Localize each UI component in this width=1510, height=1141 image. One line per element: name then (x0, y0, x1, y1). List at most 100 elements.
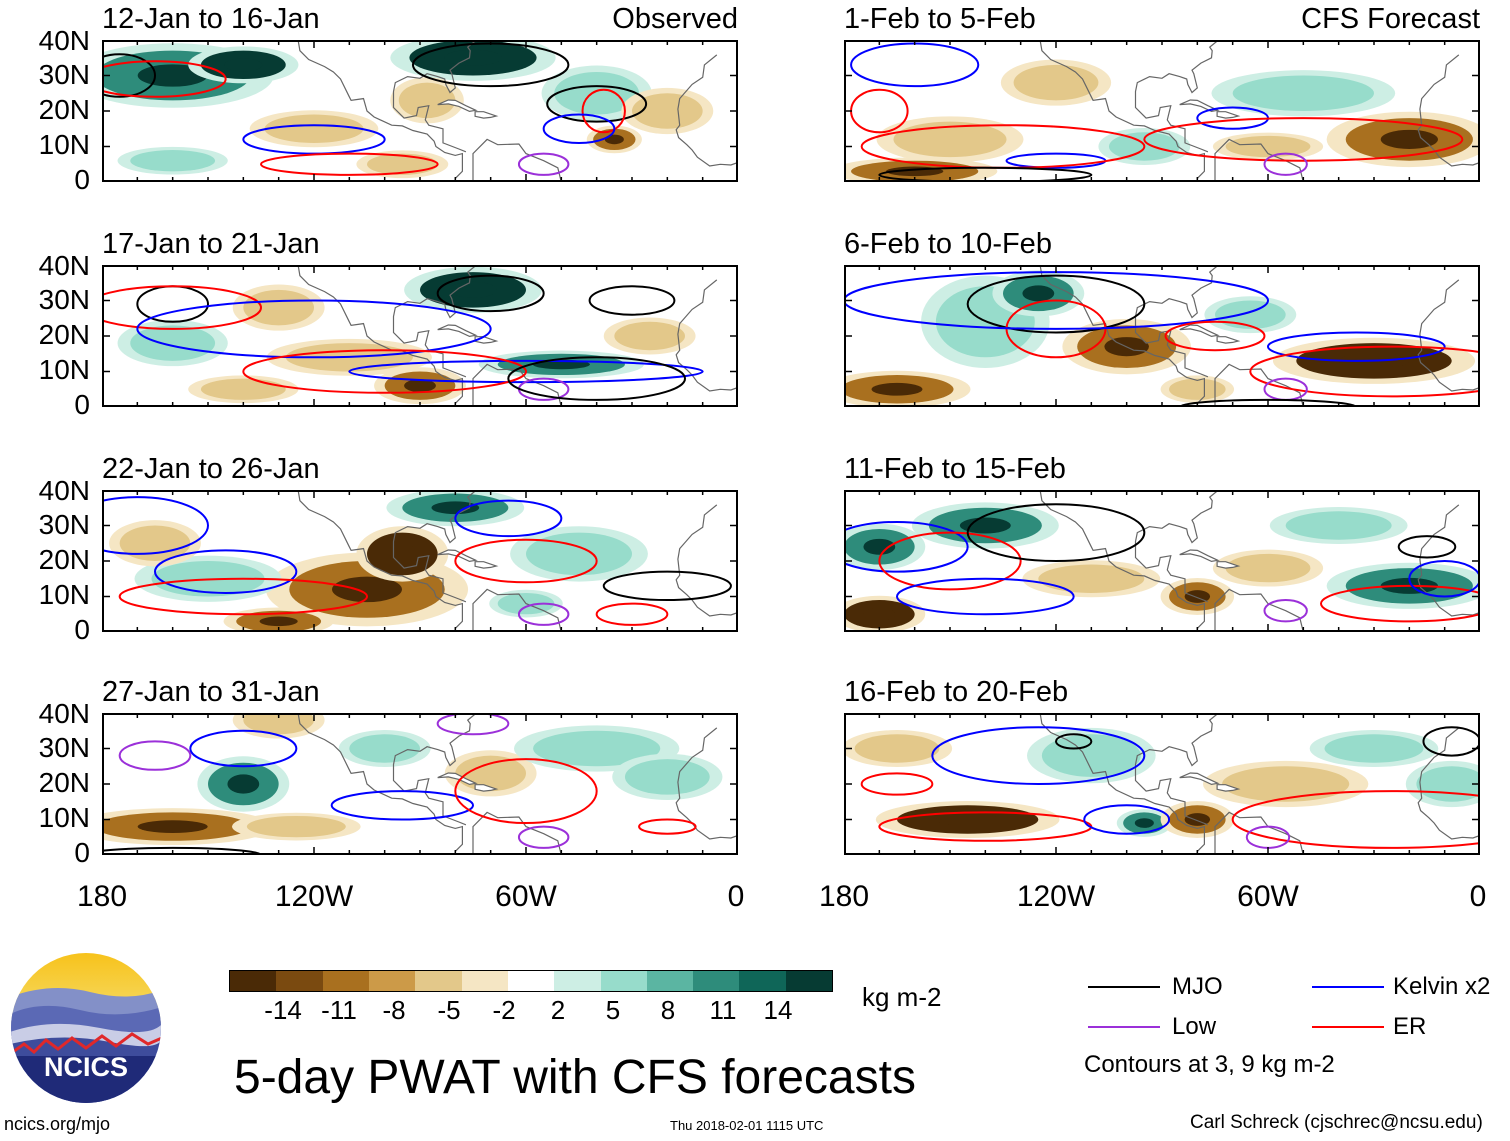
coastlines (297, 713, 738, 855)
colorbar-label: -5 (437, 995, 461, 1025)
contour-kelvin-x2 (330, 790, 475, 821)
anomaly-region (130, 150, 216, 172)
coastline (675, 54, 738, 167)
contour-kelvin-x2 (844, 520, 969, 573)
anomaly-region (624, 759, 710, 795)
panel-title: 17-Jan to 21-Jan (102, 228, 320, 260)
anomaly-region (243, 713, 314, 735)
panel-8: 16-Feb to 20-Feb (844, 676, 1480, 855)
coastline (392, 490, 477, 603)
contour-kelvin-x2 (136, 299, 492, 359)
anomaly-core (1134, 818, 1154, 828)
coastlines (1039, 40, 1480, 182)
colorbar-swatch (739, 971, 786, 991)
legend-line-low (1088, 1026, 1160, 1028)
y-tick-label: 10N (38, 579, 90, 610)
colorbar-swatch (415, 971, 462, 991)
contour-kelvin-x2 (102, 496, 209, 555)
anomaly-core (137, 820, 208, 833)
anomaly-region (1285, 511, 1392, 540)
panel-5: 22-Jan to 26-Jan (102, 453, 738, 632)
contour-er (242, 349, 527, 394)
colorbar-swatch (554, 971, 601, 991)
anomaly-core (332, 576, 402, 603)
colorbar-swatch (461, 971, 508, 991)
coastline (1134, 265, 1219, 378)
y-tick-label: 10N (38, 129, 90, 160)
coastline (1039, 713, 1307, 855)
observed-label: Observed (612, 3, 738, 35)
axis-ticks (102, 490, 738, 632)
contour-mjo (507, 356, 686, 401)
colorbar-label: -11 (321, 995, 357, 1025)
coastline (675, 727, 738, 840)
legend-label-mjo: MJO (1172, 973, 1223, 1000)
contour-er (595, 602, 669, 626)
colorbar-label: 14 (763, 995, 793, 1025)
y-tick-label: 10N (38, 354, 90, 385)
colorbar-swatch (322, 971, 369, 991)
wave-contours (844, 503, 1480, 623)
panel-map (844, 265, 1480, 407)
contour-er (1320, 584, 1480, 623)
contour-kelvin-x2 (1083, 804, 1171, 835)
coastline (1417, 279, 1480, 392)
island (1216, 784, 1241, 792)
contour-low (1263, 152, 1308, 176)
axis-ticks (102, 40, 738, 182)
wave-contours (102, 42, 648, 176)
island (474, 111, 499, 119)
site-link[interactable]: ncics.org/mjo (4, 1114, 111, 1134)
panel-4: 6-Feb to 10-Feb (844, 228, 1480, 407)
colorbar-label: -8 (382, 995, 406, 1025)
anomaly-region (1038, 564, 1145, 593)
wave-contours (102, 713, 697, 855)
contour-kelvin-x2 (1408, 560, 1480, 598)
contour-kelvin-x2 (542, 113, 616, 144)
contour-er (1231, 790, 1480, 849)
colorbar-label: -2 (492, 995, 516, 1025)
panel-title: 11-Feb to 15-Feb (844, 453, 1066, 485)
coastline (1417, 504, 1480, 617)
colorbar-swatch (785, 971, 833, 991)
legend-label-er: ER (1393, 1013, 1427, 1040)
anomaly-region (554, 71, 640, 115)
anomaly-region (893, 121, 1007, 158)
anomaly-core (259, 616, 298, 627)
anomaly-region (243, 289, 314, 326)
contour-mjo (588, 285, 676, 316)
anomaly-core (386, 544, 419, 564)
contour-low (436, 713, 510, 736)
anomaly-shading (109, 490, 648, 632)
coastline (1039, 490, 1307, 632)
y-tick-label: 30N (38, 509, 90, 540)
author-credit: Carl Schreck (cjschrec@ncsu.edu) (1190, 1112, 1483, 1133)
anomaly-region (614, 321, 686, 351)
anomaly-shading (102, 713, 723, 846)
anomaly-core (137, 64, 208, 87)
contour-mjo (436, 274, 545, 313)
x-tick-label: 120W (1016, 880, 1096, 913)
island (1216, 561, 1241, 569)
coastline (1134, 40, 1219, 153)
colorbar-label: 2 (550, 995, 566, 1025)
coastline (675, 279, 738, 392)
contour-low (517, 825, 570, 849)
coastline (1039, 265, 1307, 407)
contour-er (118, 577, 368, 616)
contour-kelvin-x2 (1266, 331, 1446, 362)
contour-kelvin-x2 (895, 577, 1075, 616)
island (1179, 324, 1220, 338)
contour-mjo (1397, 535, 1457, 559)
anomaly-region (1324, 734, 1424, 763)
contour-mjo (546, 85, 648, 123)
ncics-logo: NCICS (11, 953, 161, 1103)
y-tick-label: 0 (74, 837, 90, 868)
main-title: 5-day PWAT with CFS forecasts (234, 1051, 916, 1104)
panel-title: 6-Feb to 10-Feb (844, 228, 1052, 260)
anomaly-region (264, 114, 364, 143)
anomaly-region (1225, 135, 1311, 158)
wave-contours (860, 726, 1480, 849)
y-tick-label: 20N (38, 544, 90, 575)
colorbar-label: 8 (660, 995, 676, 1025)
